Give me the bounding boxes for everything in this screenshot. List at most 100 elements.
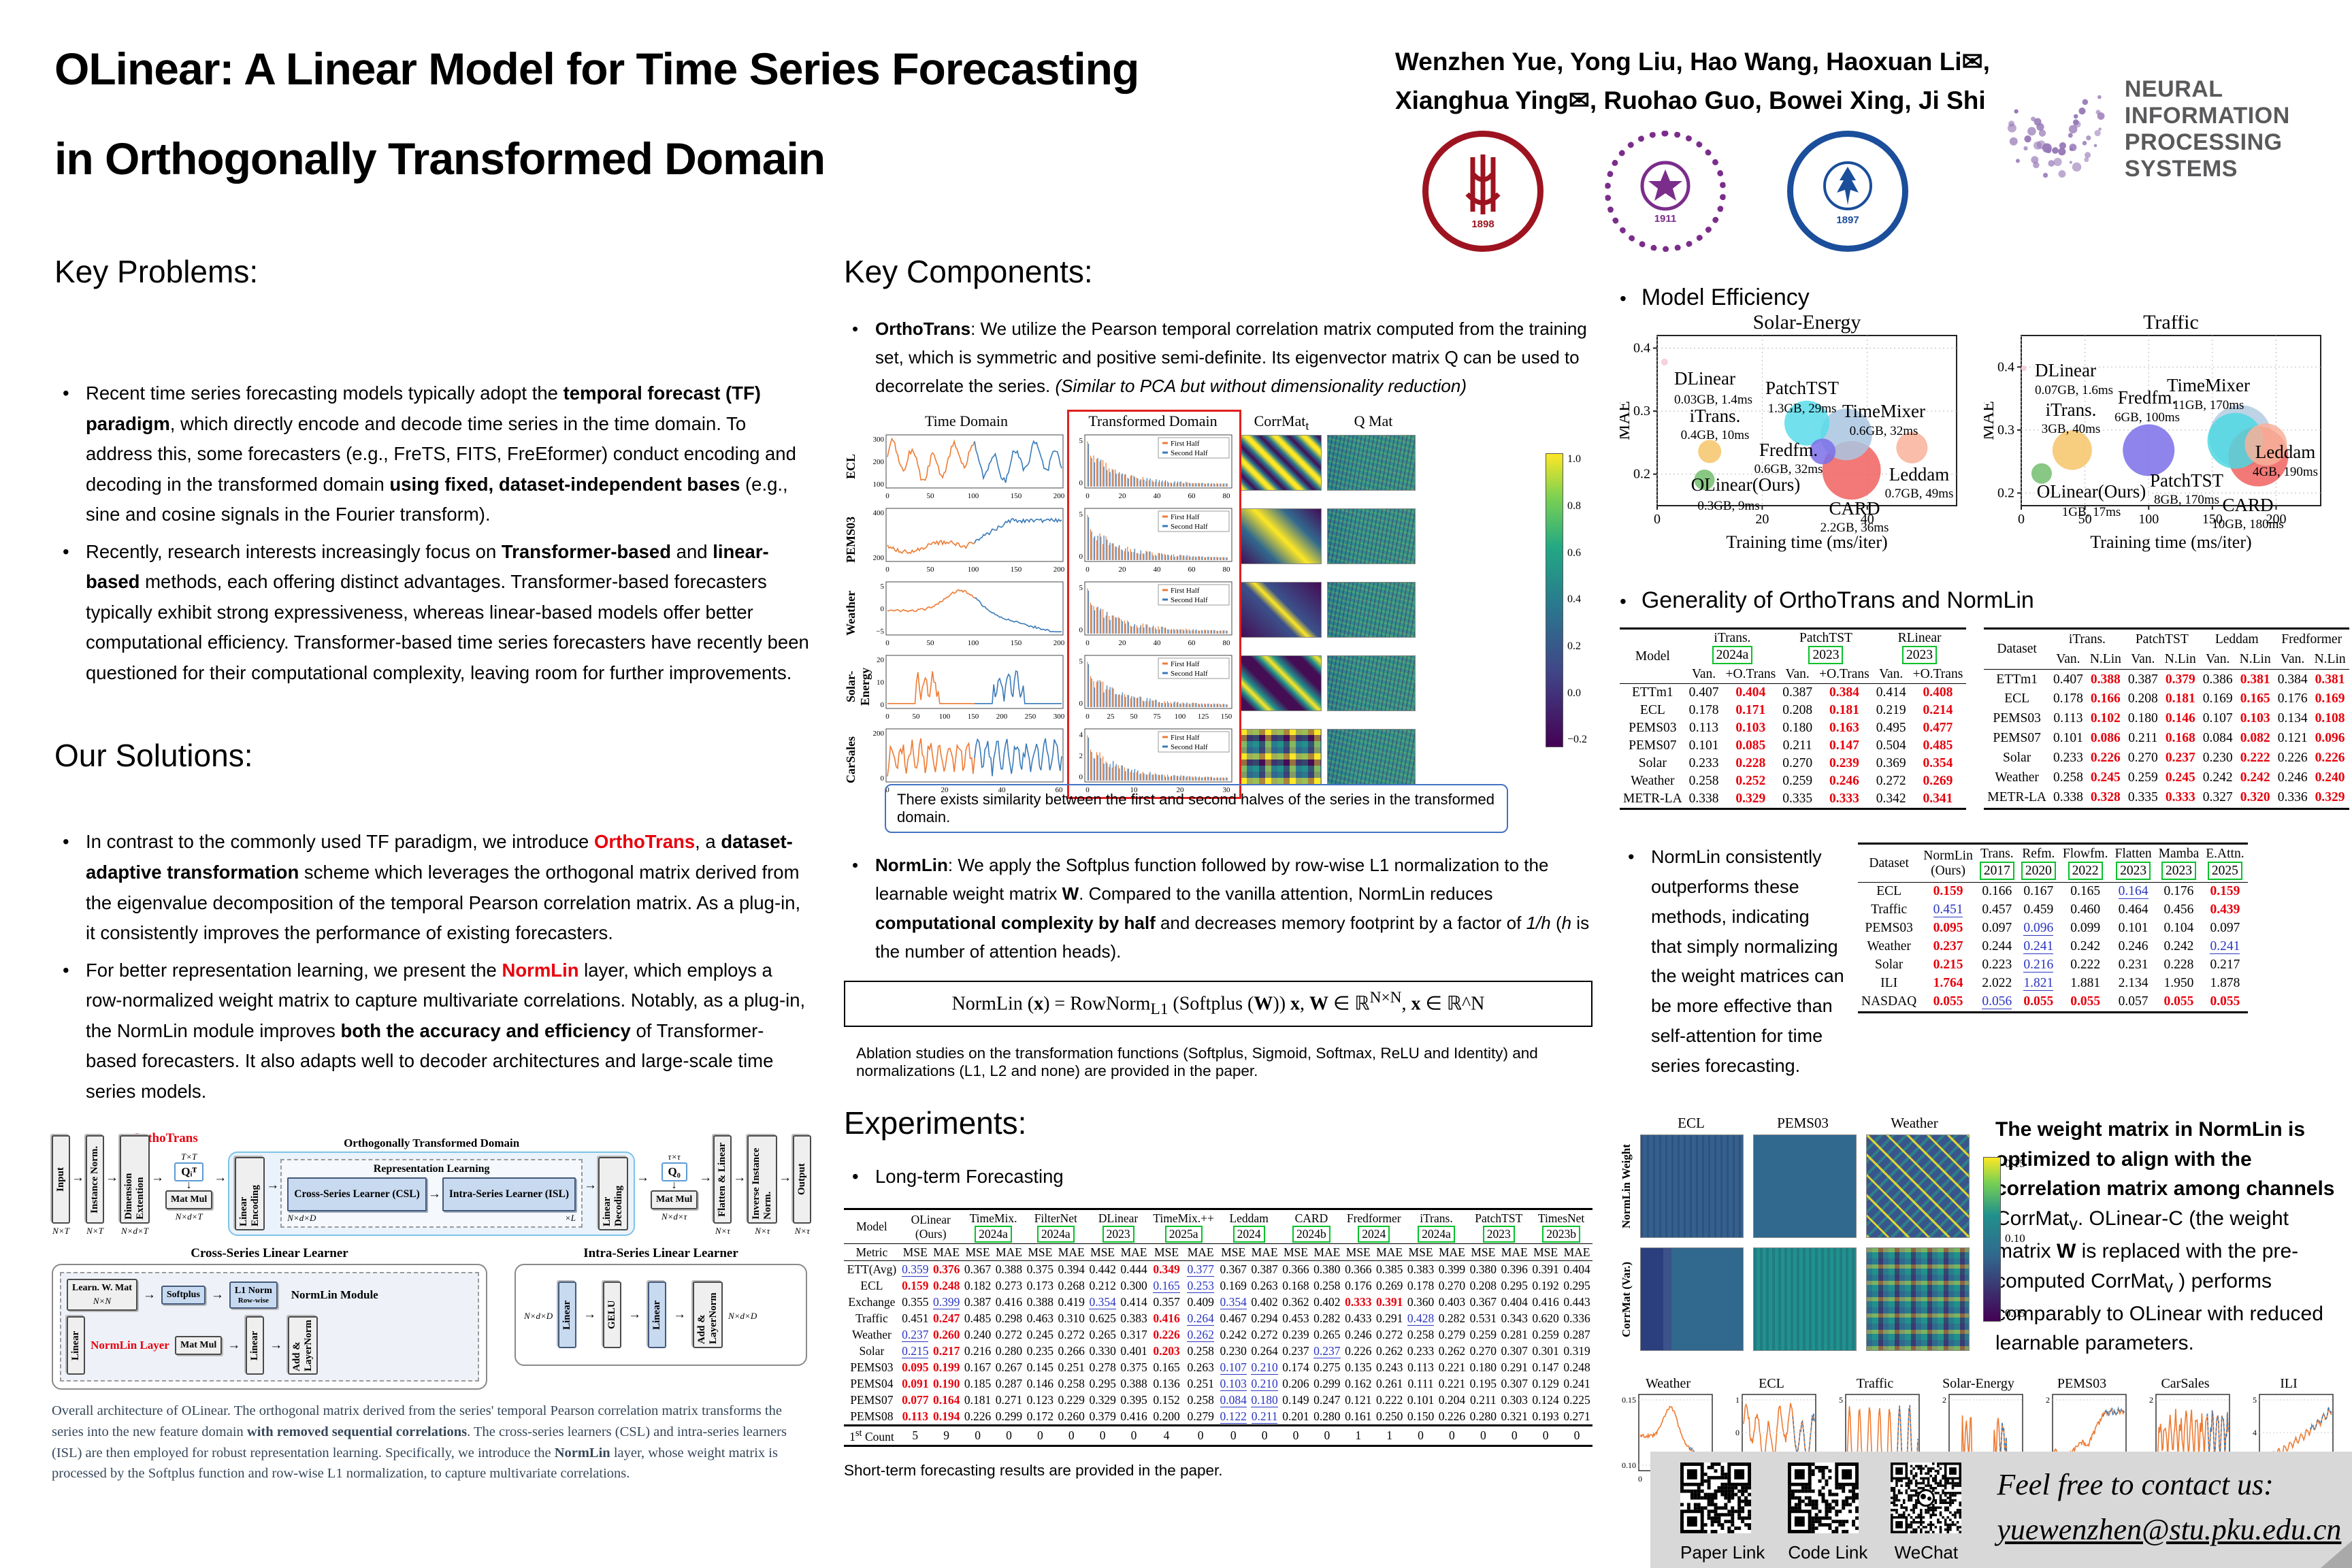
architecture-diagram: OrthoTrans Input N×T → Instance Norm. N×T … [52, 1131, 814, 1484]
cell: METR-LA [1987, 790, 2046, 805]
cell: 0.176 [2277, 691, 2308, 706]
cell: 0.111 [1407, 1376, 1434, 1390]
table-row: ILI 1.764 2.022 1.821 1.881 2.134 1.950 1.878 [1858, 975, 2248, 993]
cell: 0.457 [1982, 902, 2012, 917]
cell: 0.295 [1501, 1278, 1528, 1292]
svg-text:MAE: MAE [1620, 401, 1633, 440]
list-item: Recent time series forecasting models ty… [54, 378, 813, 530]
svg-text:First Half: First Half [1171, 734, 1200, 742]
colorbar-tick: 0.0 [1567, 687, 1581, 699]
cell: 0.242 [1220, 1327, 1247, 1341]
cell: ILI [1880, 976, 1898, 991]
svg-text:5: 5 [1079, 510, 1083, 519]
model-header: Refm. 2020 [2018, 844, 2059, 882]
qr-wechat[interactable]: WeChat [1891, 1463, 1962, 1563]
cell: 0.386 [2202, 672, 2233, 687]
cell: MAE [1251, 1245, 1278, 1259]
cell: 0.233 [2053, 751, 2083, 766]
cell: 0.408 [1923, 685, 1953, 700]
page-title: OLinear: A Linear Model for Time Series … [54, 44, 1139, 184]
cell: 0.240 [2315, 770, 2345, 785]
cell: 0 [975, 1428, 981, 1443]
normlin-bullet: NormLin: We apply the Softplus function … [844, 851, 1592, 965]
cell: 0.388 [995, 1262, 1023, 1276]
cell: 0.428 [1407, 1311, 1435, 1326]
corrmat-heatmap [1240, 434, 1322, 491]
model-bubble [2123, 424, 2175, 476]
qi-matrix-box: Qᵢᵀ [174, 1162, 204, 1182]
model-bubble [2031, 463, 2052, 484]
cell: 0.107 [1220, 1360, 1247, 1375]
cell: 2.022 [1982, 976, 2012, 991]
wechat-qr-icon[interactable] [1891, 1463, 1962, 1533]
table-row: PEMS03 0.095 0.199 0.167 0.267 0.145 0.251 0.27… [844, 1359, 1592, 1375]
cell: 0.263 [1251, 1278, 1278, 1292]
cell: 0.245 [2090, 770, 2121, 785]
svg-text:0: 0 [881, 701, 885, 709]
cell: 0.414 [1876, 685, 1906, 700]
cell: 0.242 [2202, 770, 2233, 785]
cell: 0.243 [1375, 1360, 1403, 1374]
col-header-qmat: Q Mat [1354, 412, 1393, 430]
cell: 0.176 [1345, 1278, 1372, 1292]
svg-text:Solar-Energy: Solar-Energy [1753, 315, 1861, 333]
cell: 0.242 [2070, 939, 2101, 954]
code-link-qr-icon[interactable] [1788, 1463, 1859, 1533]
svg-text:20: 20 [1177, 786, 1185, 794]
cell: 2.134 [2118, 976, 2149, 991]
svg-text:0: 0 [1735, 1428, 1740, 1437]
cell: 0.442 [1089, 1262, 1116, 1276]
cell: 0.233 [1688, 756, 1719, 771]
cell: 0.335 [2127, 790, 2158, 805]
cell: 0.124 [1532, 1392, 1559, 1407]
colorbar-tick: 0.2 [1567, 640, 1581, 652]
transformed-domain-box: Linear Encoding → Representation Learnin… [228, 1151, 636, 1236]
cell: 0.252 [1735, 774, 1766, 789]
svg-text:Second Half: Second Half [1171, 523, 1208, 531]
cell: 0.104 [2163, 921, 2194, 936]
solutions-list: In contrast to the commonly used TF para… [54, 827, 813, 1107]
cell: 0.204 [1438, 1392, 1466, 1407]
cell: 0.485 [1923, 738, 1953, 753]
cell: 0.298 [995, 1311, 1023, 1325]
cell: 0.399 [1438, 1262, 1466, 1276]
contact-email-link[interactable]: yuewenzhen@stu.pku.edu.cn [1997, 1513, 2342, 1546]
svg-text:8GB, 170ms: 8GB, 170ms [2154, 493, 2219, 507]
qr-code[interactable]: Code Link [1788, 1463, 1867, 1563]
bubble-label: iTrans. [1690, 406, 1741, 426]
cell: 0.237 [1933, 939, 1963, 954]
cell: 0.336 [1563, 1311, 1590, 1325]
softplus-box: Softplus [161, 1285, 206, 1305]
svg-text:40: 40 [1154, 492, 1162, 500]
model-header: TimeMix.++ 2025a [1149, 1209, 1218, 1244]
model-header: TimesNet 2023b [1530, 1209, 1592, 1244]
table-row: Weather 0.237 0.244 0.241 0.242 0.246 0.242 0.2… [1858, 938, 2248, 956]
cell: Van. [1785, 667, 1810, 682]
cell: 0.165 [2240, 691, 2270, 706]
cell: 0.433 [1345, 1311, 1372, 1325]
cell: NASDAQ [1861, 994, 1917, 1009]
cell: N.Lin [2089, 651, 2121, 666]
cell: 0.113 [1689, 721, 1719, 736]
table-row: Dataset NormLin (Ours) Trans. 2017 Refm. 2020 F… [1858, 843, 2248, 883]
svg-text:200: 200 [1054, 639, 1065, 647]
cell: 0.244 [1982, 939, 2012, 954]
svg-text:150: 150 [2202, 512, 2223, 527]
cell: 0.178 [2053, 691, 2083, 706]
cell: 0.241 [2023, 939, 2054, 955]
table-row: PEMS07 0.101 0.086 0.211 0.168 0.084 0.082 0.12… [1984, 729, 2349, 749]
normlin-comparison-section: NormLin consistently outperforms these m… [1620, 843, 2341, 1088]
qr-paper[interactable]: Paper Link [1680, 1463, 1765, 1563]
weight-matrix-heatmaps: ECL PEMS03 Weather NormLin Weight CorrMat (V… [1620, 1115, 2025, 1358]
figure-row-carsales: CarSales 200 0 0 20 40 60 First Half Second Half… [844, 728, 1592, 798]
svg-text:125: 125 [1198, 713, 1209, 721]
cell: 0.307 [1501, 1343, 1528, 1358]
svg-text:0: 0 [885, 639, 889, 647]
cell: 0.329 [1735, 791, 1766, 806]
cell: 0.237 [1282, 1343, 1309, 1358]
table-row: Solar 0.215 0.217 0.216 0.280 0.235 0.266 0.330… [844, 1343, 1592, 1359]
paper-link-qr-icon[interactable] [1680, 1463, 1751, 1533]
cell: Weather [851, 1327, 892, 1341]
cell: 0.401 [1120, 1343, 1147, 1358]
